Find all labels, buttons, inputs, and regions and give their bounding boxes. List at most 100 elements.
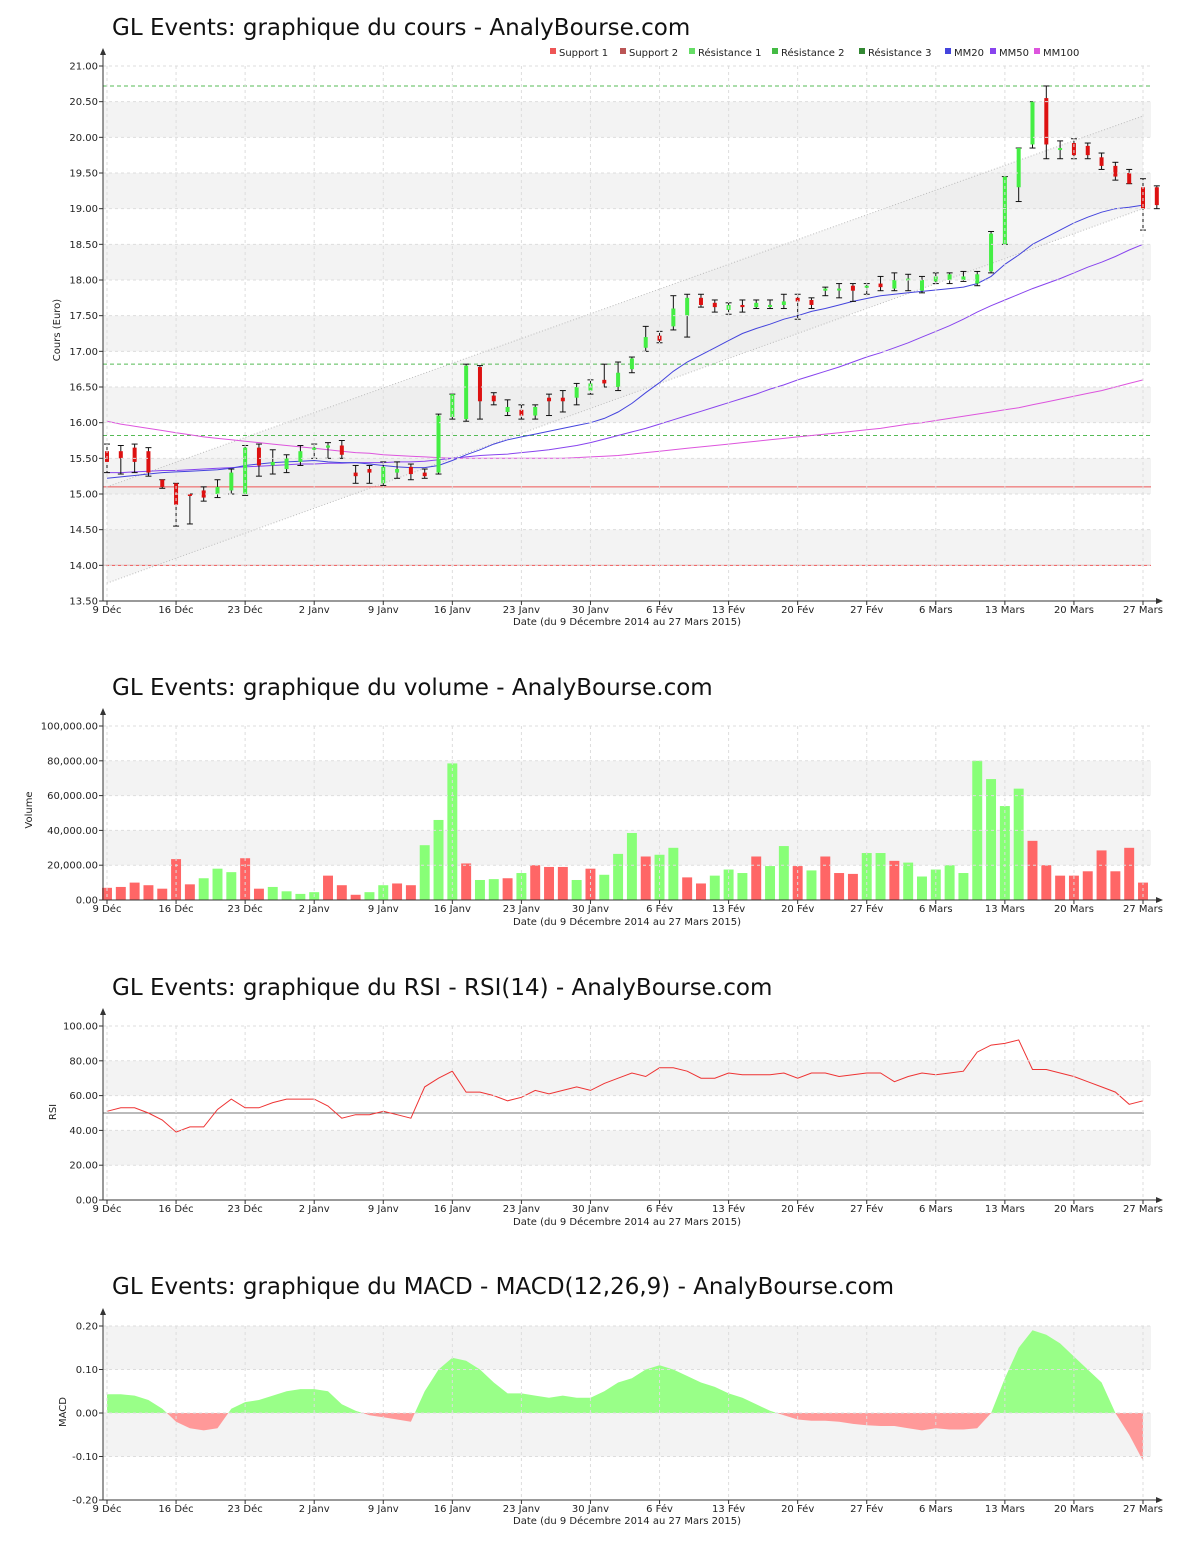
rsi-line-group: [103, 1039, 1144, 1133]
volume-bar: [419, 845, 430, 900]
candle-body: [574, 387, 579, 398]
y-tick-label: 15.00: [69, 490, 98, 501]
x-tick-label: 30 Janv: [572, 605, 609, 616]
volume-bar: [281, 891, 292, 900]
y-tick-label: 18.50: [69, 240, 98, 251]
x-tick-label: 6 Mars: [919, 904, 953, 915]
y-tick-label: 40,000.00: [47, 826, 98, 837]
volume-bar: [682, 877, 693, 900]
x-tick-label: 30 Janv: [572, 1504, 609, 1515]
x-tick-label: 2 Janv: [299, 904, 330, 915]
candle: [1015, 147, 1022, 203]
legend-label: Résistance 1: [698, 47, 761, 59]
candle: [1098, 152, 1105, 170]
y-axis-arrow: [100, 708, 106, 715]
x-tick-label: 16 Déc: [158, 1203, 193, 1215]
candle-body: [408, 466, 413, 475]
x-tick-label: 27 Fév: [850, 1203, 883, 1215]
volume-bar: [903, 862, 914, 900]
x-tick-label: 27 Mars: [1123, 1504, 1163, 1515]
volume-bar: [171, 859, 182, 900]
x-tick-label: 13 Mars: [985, 605, 1025, 616]
candle: [836, 283, 843, 299]
candle-body: [215, 486, 220, 494]
x-tick-label: 23 Déc: [228, 903, 263, 915]
rsi-x-axis-label: Date (du 9 Décembre 2014 au 27 Mars 2015…: [513, 1216, 741, 1228]
candle-body: [768, 304, 773, 307]
candle: [822, 286, 829, 297]
candle-body: [339, 445, 344, 455]
candle: [615, 361, 622, 392]
candle-body: [132, 447, 137, 462]
x-axis-arrow: [1156, 598, 1163, 604]
candle: [504, 399, 511, 417]
candle-body: [1058, 148, 1063, 151]
x-axis-arrow: [1156, 897, 1163, 903]
volume-bar: [364, 892, 375, 900]
volume-bar: [1068, 875, 1079, 900]
candle-body: [850, 285, 855, 291]
trend-channel-fill: [107, 115, 1143, 584]
legend-swatch: [689, 48, 695, 54]
candle-body: [160, 479, 165, 487]
x-tick-label: 6 Fév: [646, 1503, 673, 1515]
x-tick-label: 9 Janv: [368, 605, 399, 616]
legend-label: Résistance 2: [781, 47, 844, 59]
volume-bar: [557, 866, 568, 900]
candle-body: [146, 451, 151, 473]
volume-bar: [143, 885, 154, 900]
candle-body: [519, 409, 524, 416]
trend-channel-upper: [106, 115, 1144, 488]
x-tick-label: 23 Janv: [503, 605, 540, 616]
x-tick-label: 13 Mars: [985, 904, 1025, 915]
candle: [877, 275, 884, 292]
candle: [435, 413, 442, 475]
x-tick-label: 9 Déc: [93, 604, 122, 616]
x-tick-label: 9 Janv: [368, 904, 399, 915]
volume-bar: [516, 873, 527, 900]
x-tick-label: 16 Janv: [434, 1204, 471, 1215]
price-axes: 13.50 14.00 14.50 15.00 15.50 16.00 16.50 17.00…: [69, 48, 1163, 616]
y-tick-label: 14.00: [69, 561, 98, 572]
mm20-line: [106, 204, 1144, 479]
volume-bar: [944, 865, 955, 900]
candle: [1084, 142, 1091, 160]
volume-bar: [1055, 875, 1066, 900]
x-tick-label: 13 Mars: [985, 1204, 1025, 1215]
volume-bar: [378, 885, 389, 900]
macd-area-group: [107, 1330, 1143, 1461]
candle: [1153, 185, 1160, 210]
volume-bar: [115, 886, 126, 900]
volume-y-axis-label: Volume: [24, 791, 35, 828]
candle-body: [298, 451, 303, 462]
x-tick-label: 9 Déc: [93, 903, 122, 915]
candle: [670, 295, 677, 331]
x-tick-label: 9 Déc: [93, 1503, 122, 1515]
candle: [532, 404, 539, 420]
candle-body: [864, 285, 869, 288]
candle-body: [491, 395, 496, 402]
candle-body: [823, 288, 828, 291]
volume-bar: [102, 887, 112, 900]
candle-body: [229, 472, 234, 491]
candle: [255, 443, 262, 477]
x-tick-label: 16 Janv: [434, 605, 471, 616]
legend-label: Support 2: [629, 48, 678, 59]
volume-bar: [806, 870, 817, 900]
moving-averages: [106, 204, 1144, 479]
mm100-line: [106, 379, 1144, 459]
candle-body: [685, 297, 690, 316]
volume-bar: [157, 888, 168, 900]
price-chart: GL Events: graphique du cours - AnalyBou…: [52, 15, 1163, 628]
x-tick-label: 16 Déc: [158, 903, 193, 915]
candle: [269, 449, 276, 475]
volume-bar: [253, 888, 264, 900]
volume-bar: [696, 883, 706, 900]
background-band: [103, 458, 1151, 494]
candle-body: [1044, 98, 1049, 145]
x-tick-label: 6 Mars: [919, 1204, 953, 1215]
candle: [394, 461, 401, 479]
mm50-line: [107, 243, 1144, 474]
y-tick-label: 20,000.00: [47, 861, 98, 872]
candle: [200, 486, 207, 502]
